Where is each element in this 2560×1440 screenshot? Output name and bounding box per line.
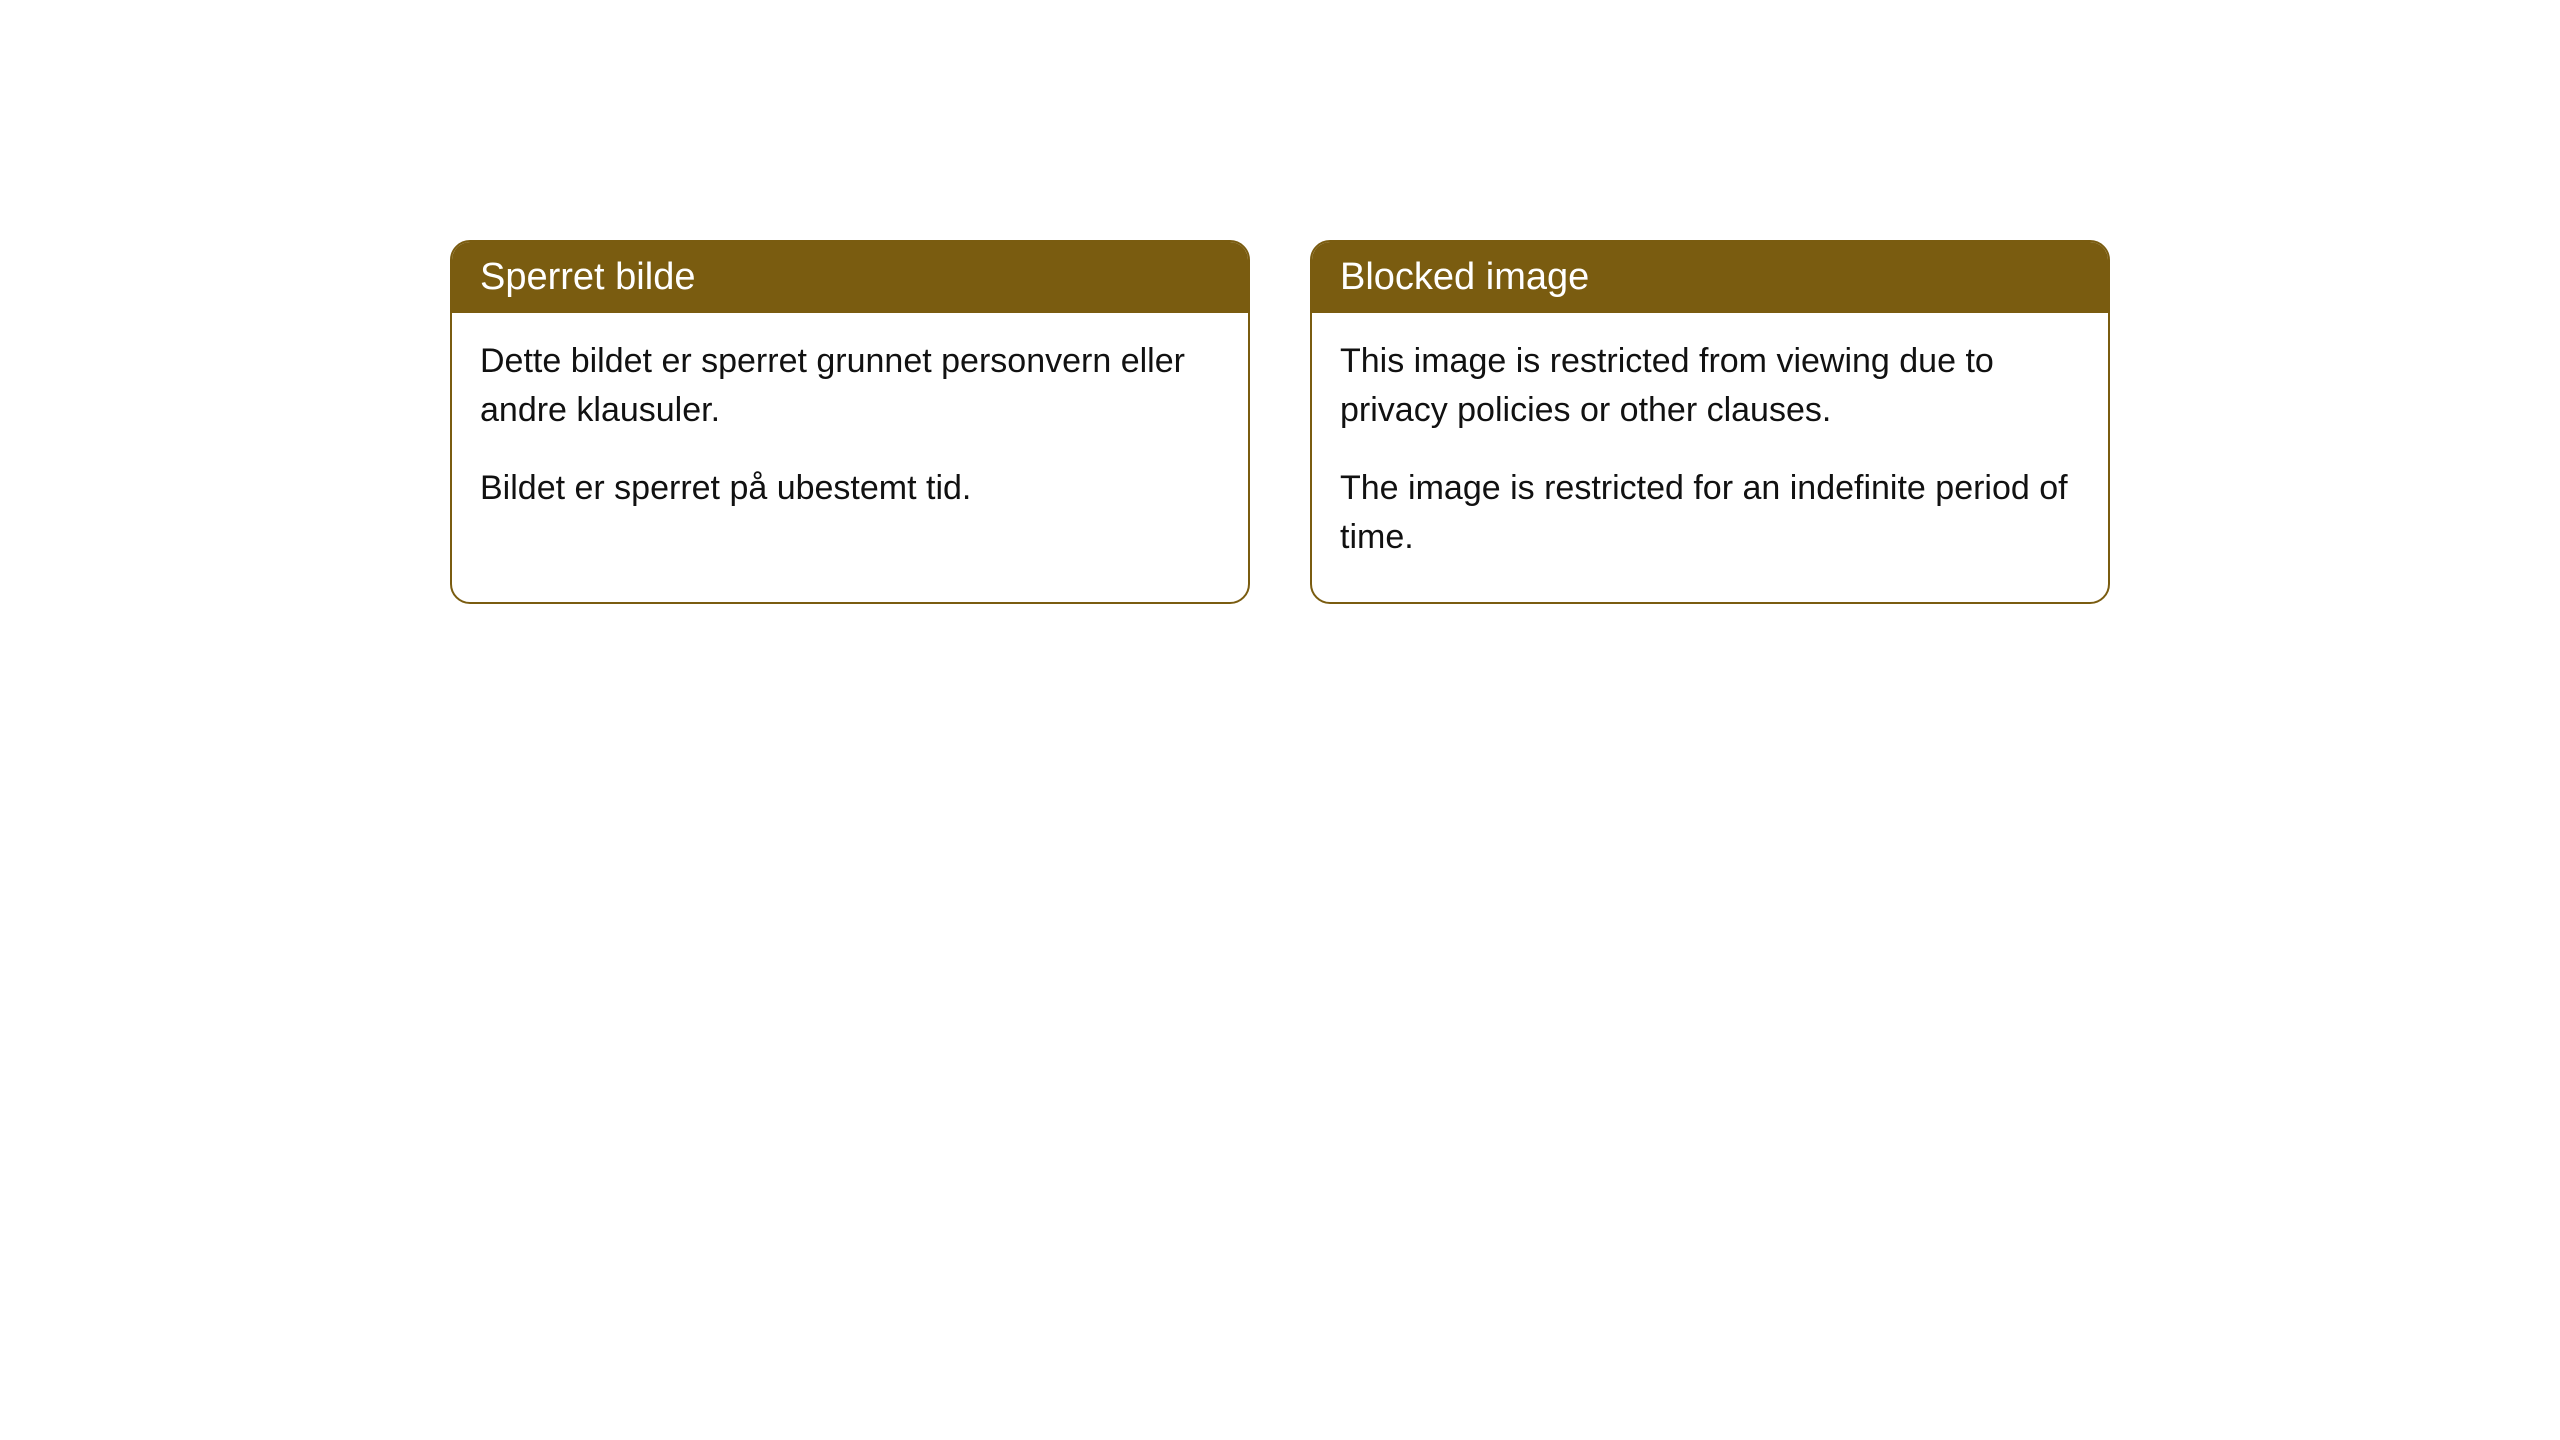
card-title: Sperret bilde bbox=[480, 256, 695, 298]
card-header: Blocked image bbox=[1312, 242, 2108, 313]
blocked-image-card-norwegian: Sperret bilde Dette bildet er sperret gr… bbox=[450, 240, 1250, 604]
blocked-image-notices: Sperret bilde Dette bildet er sperret gr… bbox=[450, 240, 2110, 604]
blocked-image-card-english: Blocked image This image is restricted f… bbox=[1310, 240, 2110, 604]
card-paragraph: The image is restricted for an indefinit… bbox=[1340, 464, 2080, 563]
card-body: Dette bildet er sperret grunnet personve… bbox=[452, 313, 1248, 553]
card-header: Sperret bilde bbox=[452, 242, 1248, 313]
card-paragraph: This image is restricted from viewing du… bbox=[1340, 337, 2080, 436]
card-body: This image is restricted from viewing du… bbox=[1312, 313, 2108, 602]
card-paragraph: Dette bildet er sperret grunnet personve… bbox=[480, 337, 1220, 436]
card-title: Blocked image bbox=[1340, 256, 1589, 298]
card-paragraph: Bildet er sperret på ubestemt tid. bbox=[480, 464, 1220, 513]
